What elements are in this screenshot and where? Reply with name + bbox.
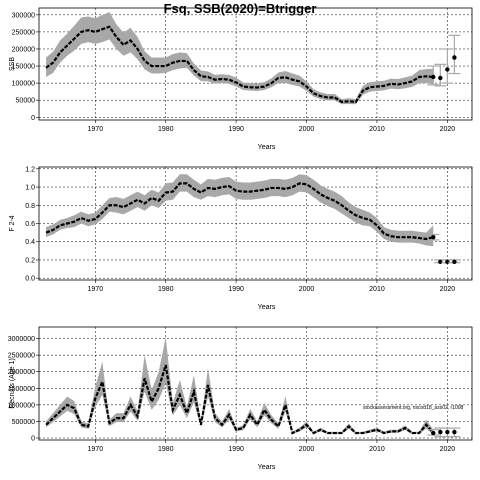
y-tick-label: 300000 bbox=[12, 12, 35, 19]
x-tick-label: 2000 bbox=[299, 286, 315, 293]
forecast-point bbox=[431, 234, 436, 240]
x-tick-label: 1990 bbox=[228, 126, 244, 133]
x-tick-label: 1970 bbox=[88, 446, 104, 453]
forecast-point bbox=[452, 259, 457, 264]
forecast-point bbox=[438, 75, 443, 81]
y-tick-label: 0.2 bbox=[25, 257, 35, 264]
x-tick-label: 1980 bbox=[158, 286, 174, 293]
x-axis-label: Years bbox=[258, 144, 276, 151]
y-tick-label: 1.2 bbox=[25, 166, 35, 173]
estimate-line bbox=[45, 25, 434, 104]
y-tick-label: 0.4 bbox=[25, 239, 35, 246]
x-tick-label: 1980 bbox=[158, 126, 174, 133]
plot-frame bbox=[38, 7, 473, 121]
y-tick-label: 1500000 bbox=[8, 386, 35, 393]
y-tick-label: 0 bbox=[31, 115, 35, 122]
forecast-point bbox=[438, 429, 443, 435]
y-tick-label: 0.6 bbox=[25, 221, 35, 228]
estimate-line bbox=[45, 182, 434, 241]
figure-title: Fsq, SSB(2020)=Btrigger bbox=[164, 1, 317, 16]
forecast-point bbox=[452, 55, 457, 60]
y-tick-label: 150000 bbox=[12, 64, 35, 71]
y-axis-label: SSB bbox=[9, 57, 16, 71]
forecast-point bbox=[452, 429, 457, 435]
plot-frame bbox=[38, 326, 473, 441]
x-tick-label: 1980 bbox=[158, 446, 174, 453]
y-tick-label: 100000 bbox=[12, 81, 35, 88]
forecast-point bbox=[445, 429, 450, 435]
x-tick-label: 2020 bbox=[440, 126, 456, 133]
x-tick-label: 2020 bbox=[440, 446, 456, 453]
y-axis-label: Recruits (Age 1) bbox=[9, 358, 16, 409]
confidence-band bbox=[46, 174, 434, 247]
x-tick-label: 2020 bbox=[440, 286, 456, 293]
x-tick-label: 2010 bbox=[369, 286, 385, 293]
forecast-point bbox=[445, 67, 450, 72]
forecast-point bbox=[431, 430, 436, 436]
y-tick-label: 50000 bbox=[16, 98, 36, 105]
y-tick-label: 0.0 bbox=[25, 276, 35, 283]
y-tick-label: 2000000 bbox=[8, 369, 35, 376]
y-tick-label: 2500000 bbox=[8, 353, 35, 360]
x-tick-label: 1970 bbox=[88, 286, 104, 293]
y-tick-label: 1.0 bbox=[25, 185, 35, 192]
y-tick-label: 3000000 bbox=[8, 336, 35, 343]
x-tick-label: 2000 bbox=[299, 446, 315, 453]
ssb-panel: 1970 1980 1990 2000 2010 2020 0 50000 100000 1500… bbox=[9, 7, 473, 151]
y-tick-label: 1000000 bbox=[8, 402, 35, 409]
x-tick-label: 1970 bbox=[88, 126, 104, 133]
x-tick-label: 2010 bbox=[369, 446, 385, 453]
x-tick-label: 1990 bbox=[228, 286, 244, 293]
x-tick-label: 1990 bbox=[228, 446, 244, 453]
x-axis-label: Years bbox=[258, 464, 276, 471]
y-tick-label: 0.8 bbox=[25, 203, 35, 210]
forecast-point bbox=[431, 74, 436, 80]
estimate-line bbox=[45, 364, 435, 435]
y-tick-label: 0 bbox=[31, 436, 35, 443]
y-axis-label: F 2-4 bbox=[9, 215, 16, 231]
x-tick-label: 2000 bbox=[299, 126, 315, 133]
x-tick-label: 2010 bbox=[369, 126, 385, 133]
x-axis-label: Years bbox=[258, 304, 276, 311]
credit-note: stockassessment.org, nscod18_ass02, r100… bbox=[363, 405, 464, 411]
recruitment-panel: 1970 1980 1990 2000 2010 2020 0 500000 1000000 15… bbox=[8, 326, 473, 471]
y-tick-label: 250000 bbox=[12, 29, 35, 36]
confidence-band bbox=[46, 12, 434, 105]
y-tick-label: 200000 bbox=[12, 46, 35, 53]
fbar-panel: 1970 1980 1990 2000 2010 2020 0.0 0.2 0.4 0.6 0.8 1… bbox=[9, 166, 473, 311]
y-tick-label: 500000 bbox=[12, 419, 35, 426]
